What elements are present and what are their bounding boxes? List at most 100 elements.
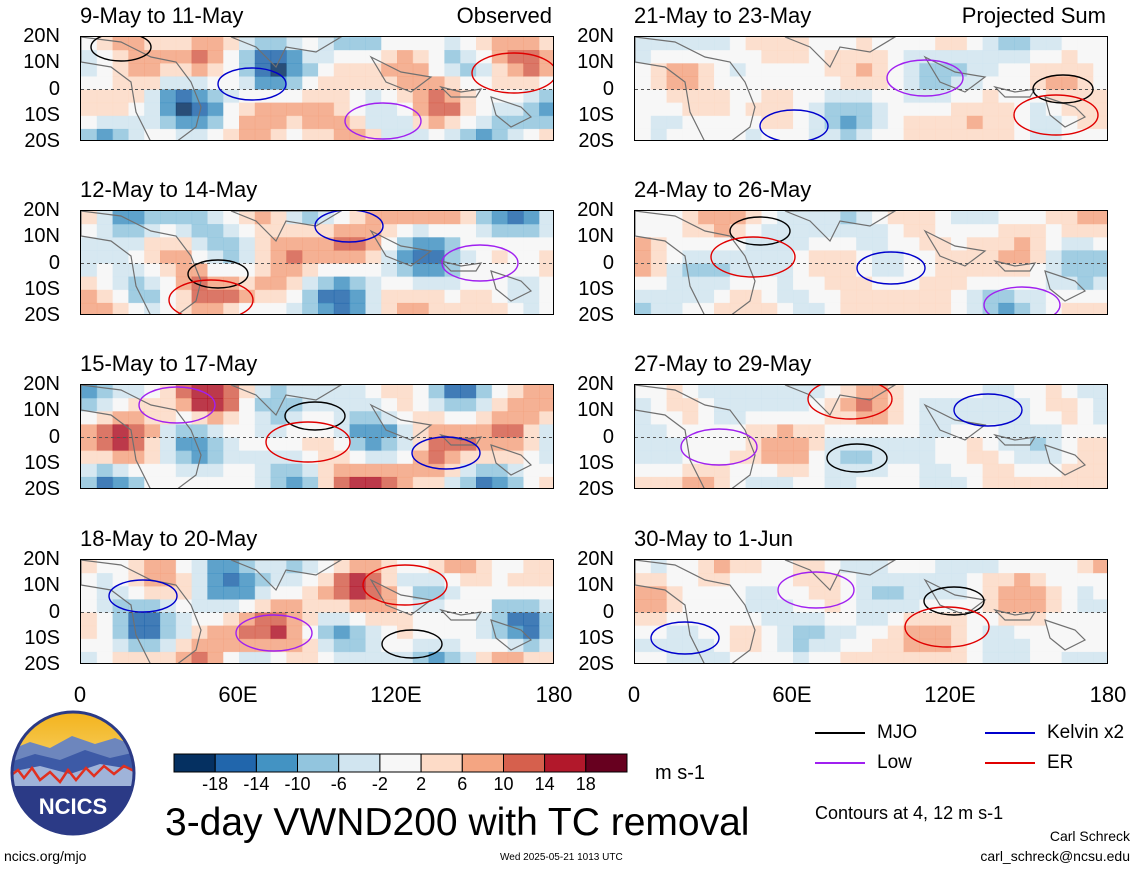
field-cell bbox=[998, 237, 1015, 251]
field-cell bbox=[318, 63, 335, 77]
colorbar-tick-label: 6 bbox=[457, 774, 468, 794]
field-cell bbox=[112, 302, 129, 314]
field-cell bbox=[112, 250, 129, 265]
field-cell bbox=[856, 89, 873, 104]
field-cell bbox=[144, 638, 161, 653]
field-cell bbox=[666, 302, 683, 314]
field-cell bbox=[887, 102, 905, 117]
field-cell bbox=[777, 385, 794, 399]
field-cell bbox=[175, 599, 193, 614]
field-cell bbox=[998, 263, 1015, 278]
field-cell bbox=[1061, 612, 1078, 627]
field-cell bbox=[777, 638, 794, 653]
latitude-label: 10S bbox=[24, 277, 60, 300]
field-cell bbox=[539, 476, 553, 488]
field-cell bbox=[539, 50, 553, 64]
field-cell bbox=[476, 128, 493, 140]
field-cell bbox=[982, 89, 999, 104]
field-cell bbox=[191, 398, 208, 412]
field-cell bbox=[935, 463, 952, 478]
field-cell bbox=[998, 437, 1015, 452]
field-cell bbox=[349, 250, 366, 265]
field-cell bbox=[254, 560, 272, 574]
footer-email[interactable]: carl_schreck@ncsu.edu bbox=[980, 848, 1130, 864]
field-cell bbox=[523, 276, 540, 291]
field-cell bbox=[302, 437, 319, 452]
field-cell bbox=[444, 612, 461, 627]
field-cell bbox=[397, 398, 414, 412]
field-cell bbox=[951, 50, 968, 64]
field-cell bbox=[1030, 463, 1047, 478]
field-cell bbox=[1061, 573, 1078, 587]
field-cell bbox=[698, 89, 715, 104]
field-cell bbox=[81, 276, 98, 291]
field-cell bbox=[491, 289, 509, 304]
field-cell bbox=[698, 463, 715, 478]
colorbar-tick-label: 14 bbox=[534, 774, 555, 794]
field-cell bbox=[333, 463, 351, 478]
field-cell bbox=[160, 211, 177, 225]
field-cell bbox=[1014, 250, 1031, 265]
field-cell bbox=[1061, 638, 1078, 653]
field-cell bbox=[1045, 63, 1063, 77]
latitude-label: 20N bbox=[23, 199, 60, 221]
field-cell bbox=[207, 560, 224, 574]
coastline bbox=[230, 37, 343, 69]
field-cell bbox=[761, 385, 778, 399]
field-cell bbox=[1093, 250, 1107, 265]
field-cell bbox=[919, 411, 936, 425]
field-cell bbox=[998, 128, 1015, 140]
field-cell bbox=[444, 63, 461, 77]
field-cell bbox=[682, 586, 699, 600]
field-cell bbox=[365, 463, 382, 478]
map-field bbox=[81, 385, 553, 488]
field-cell bbox=[887, 89, 905, 104]
field-cell bbox=[128, 115, 145, 130]
field-cell bbox=[1014, 599, 1031, 614]
field-cell bbox=[966, 89, 984, 104]
field-cell bbox=[872, 102, 889, 117]
field-cell bbox=[1077, 250, 1094, 265]
field-cell bbox=[223, 625, 240, 640]
field-cell bbox=[761, 424, 778, 439]
field-cell bbox=[840, 224, 857, 238]
colorbar-swatch bbox=[214, 753, 257, 773]
field-cell bbox=[840, 463, 857, 478]
field-cell bbox=[935, 115, 952, 130]
field-cell bbox=[1030, 450, 1047, 465]
field-cell bbox=[112, 625, 129, 640]
field-cell bbox=[96, 128, 114, 140]
field-cell bbox=[793, 651, 810, 663]
legend-label: ER bbox=[1047, 752, 1074, 773]
field-cell bbox=[982, 586, 999, 600]
field-cell bbox=[270, 89, 287, 104]
colorbar bbox=[173, 753, 628, 773]
legend-line-swatch bbox=[815, 732, 865, 734]
field-cell bbox=[175, 89, 193, 104]
field-cell bbox=[412, 50, 430, 64]
field-cell bbox=[698, 128, 715, 140]
field-cell bbox=[682, 237, 699, 251]
map-panel bbox=[80, 559, 554, 664]
field-cell bbox=[745, 651, 762, 663]
field-cell bbox=[682, 89, 699, 104]
field-cell bbox=[1093, 625, 1107, 640]
footer-url[interactable]: ncics.org/mjo bbox=[4, 848, 87, 864]
field-cell bbox=[523, 599, 540, 614]
field-cell bbox=[254, 411, 272, 425]
field-cell bbox=[998, 586, 1015, 600]
field-cell bbox=[998, 224, 1015, 238]
field-cell bbox=[381, 437, 398, 452]
field-cell bbox=[714, 289, 731, 304]
field-cell bbox=[951, 289, 968, 304]
field-cell bbox=[191, 612, 208, 627]
field-cell bbox=[349, 237, 366, 251]
field-cell bbox=[872, 63, 889, 77]
field-cell bbox=[428, 302, 445, 314]
field-cell bbox=[349, 224, 366, 238]
field-cell bbox=[903, 573, 920, 587]
field-cell bbox=[698, 37, 715, 51]
field-cell bbox=[397, 302, 414, 314]
field-cell bbox=[81, 411, 98, 425]
field-cell bbox=[1030, 263, 1047, 278]
